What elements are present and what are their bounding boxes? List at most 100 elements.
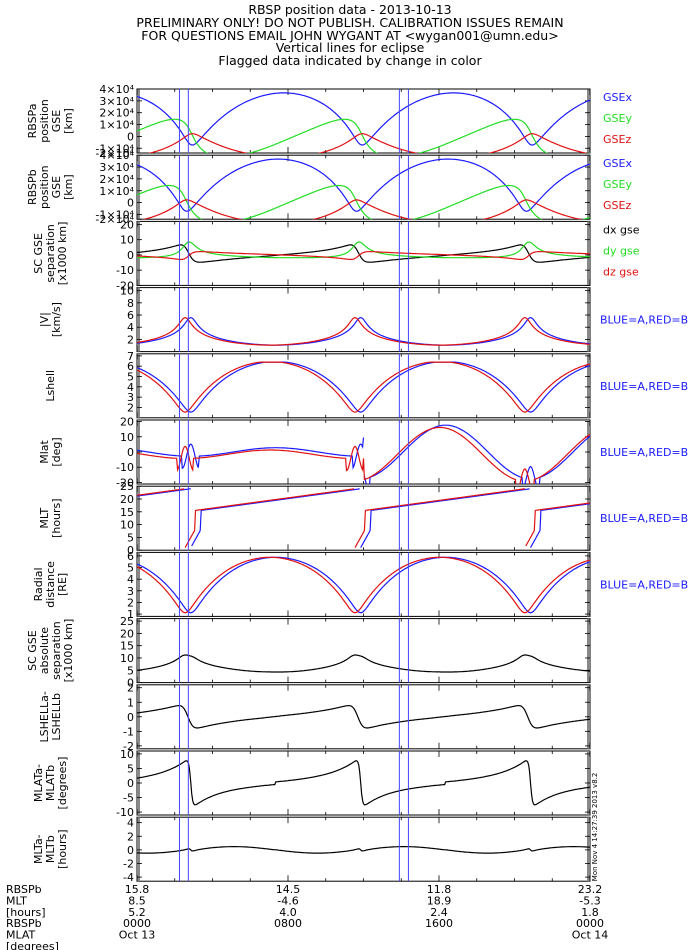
x-column-value: Oct 13 [119, 929, 156, 942]
x-column-value: Oct 14 [572, 929, 609, 942]
warning-line: PRELIMINARY ONLY! DO NOT PUBLISH. CALIBR… [136, 14, 564, 30]
x-column-value: 5.2 [128, 906, 146, 919]
series-group [137, 846, 590, 854]
x-column-value: 23.2 [578, 883, 603, 896]
y-tick-label: 0 [127, 711, 134, 724]
legend-entry: GSEy [603, 178, 632, 191]
legend-entry: GSEy [603, 112, 632, 125]
y-tick-label: 2 [127, 830, 134, 843]
y-tick-label: -4 [123, 871, 134, 884]
y-axis-label: SC GSE absolute separation [x1000 km] [26, 619, 75, 683]
y-axis-label-line: [km] [62, 108, 75, 134]
panel-edge-left [137, 817, 140, 882]
y-tick-label: 2 [127, 682, 134, 695]
y-tick-label: 2 [127, 596, 134, 609]
panel-edge-left [137, 618, 140, 683]
y-tick-label: 1 [127, 608, 134, 621]
y-axis-label-line: distance [44, 561, 57, 608]
series-line-a [137, 424, 590, 484]
y-tick-label: -2×10⁴ [95, 213, 134, 226]
legend-entry: BLUE=A,RED=B [600, 380, 688, 393]
y-axis-label-line: MLTa- [32, 834, 45, 864]
y-axis-label-line: position [38, 99, 51, 143]
series-line-dmlat [137, 760, 590, 806]
panel-frame [136, 551, 591, 617]
x-column-value: 1.8 [581, 906, 599, 919]
y-tick-label: 1 [127, 696, 134, 709]
y-axis-label-line: LSHELLb [50, 693, 63, 741]
y-axis-label: SC GSE separation [x1000 km] [32, 222, 69, 286]
y-axis-label-line: RBSPa [26, 104, 39, 139]
x-column-value: 14.5 [276, 883, 301, 896]
y-tick-label: 0 [127, 197, 134, 210]
y-axis-label: Lshell [44, 370, 57, 402]
y-tick-label: 4 [127, 321, 134, 334]
y-axis-label-line: [hours] [50, 498, 63, 538]
x-column-value: 4.0 [279, 906, 297, 919]
y-tick-label: 4×10⁴ [99, 83, 134, 96]
x-row-label: MLT [6, 894, 27, 907]
y-tick-label: 5 [127, 531, 134, 544]
y-tick-label: 0 [127, 677, 134, 690]
series-line-a [137, 316, 590, 346]
y-axis-label-line: [degrees] [56, 757, 69, 810]
y-axis-label-line: [km] [62, 174, 75, 200]
legend-entry: GSEz [603, 199, 631, 212]
y-tick-label: 4 [127, 381, 134, 394]
y-axis-label: RBSPa position GSE [km] [26, 99, 75, 143]
y-tick-label: 7 [127, 350, 134, 363]
series-group [137, 92, 590, 153]
panel-10: 21 0-1 -2 LSHELLa- LSHELLb [38, 682, 591, 753]
panel-edge-right [587, 618, 590, 683]
y-axis-label: Mlat [deg] [38, 437, 63, 466]
series-group [137, 654, 590, 673]
y-tick-label: 10 [120, 519, 134, 532]
panel-edge-right [587, 353, 590, 418]
y-tick-label: 5 [127, 762, 134, 775]
series-line-b [137, 488, 590, 548]
x-column-value: -5.3 [579, 894, 600, 907]
y-axis-label-line: [RE] [56, 573, 69, 596]
y-tick-label: 0 [127, 130, 134, 143]
series-line-gsex [137, 92, 590, 146]
series-line-a [137, 488, 590, 548]
series-line-a [137, 556, 590, 614]
series-line-dmlt [137, 846, 590, 854]
legend-entry: BLUE=A,RED=B [600, 314, 688, 327]
panel-frame [136, 485, 591, 551]
series-line-dz-gse [137, 251, 590, 261]
series-group [137, 424, 590, 484]
timestamp-text: Mon Nov 4 14:27:39 2013 v8.2 [591, 773, 599, 882]
series-line-gsey [137, 184, 590, 220]
y-tick-label: -10 [116, 461, 134, 474]
y-axis-label-line: MLATb [44, 765, 57, 801]
legend-entry: BLUE=A,RED=B [600, 446, 688, 459]
panel-edge-left [137, 89, 140, 153]
y-axis-label: RBSPb position GSE [km] [26, 165, 75, 209]
x-axis-table: RBSPbMLT[hours]RBSPbMLAT[degrees]15.88.5… [6, 883, 608, 950]
y-tick-label: 15 [120, 506, 134, 519]
x-column-value: 0000 [123, 917, 151, 930]
y-tick-label: 2 [127, 333, 134, 346]
y-axis-label-line: RBSPb [26, 169, 39, 205]
y-tick-label: 1×10⁴ [99, 119, 134, 132]
y-tick-label: 1×10⁴ [99, 185, 134, 198]
legend-entry: GSEx [603, 91, 632, 104]
y-axis-label-line: SC GSE [26, 630, 39, 671]
timestamp-stamp: Mon Nov 4 14:27:39 2013 v8.2 [591, 773, 599, 882]
panel-11: 105 0 -5-10 MLATa- MLATb [degrees] [32, 748, 591, 819]
y-tick-label: 6 [127, 309, 134, 322]
panel-edge-right [587, 486, 590, 551]
y-tick-label: 3 [127, 585, 134, 598]
y-axis-label-line: Radial [32, 567, 45, 601]
x-column-value: 1600 [425, 917, 453, 930]
series-line-dl [137, 704, 590, 729]
y-axis-label-line: separation [50, 621, 63, 680]
y-axis-label: MLT [hours] [38, 498, 63, 538]
legend-entry: GSEx [603, 157, 632, 170]
y-axis-label-line: absolute [38, 627, 51, 675]
